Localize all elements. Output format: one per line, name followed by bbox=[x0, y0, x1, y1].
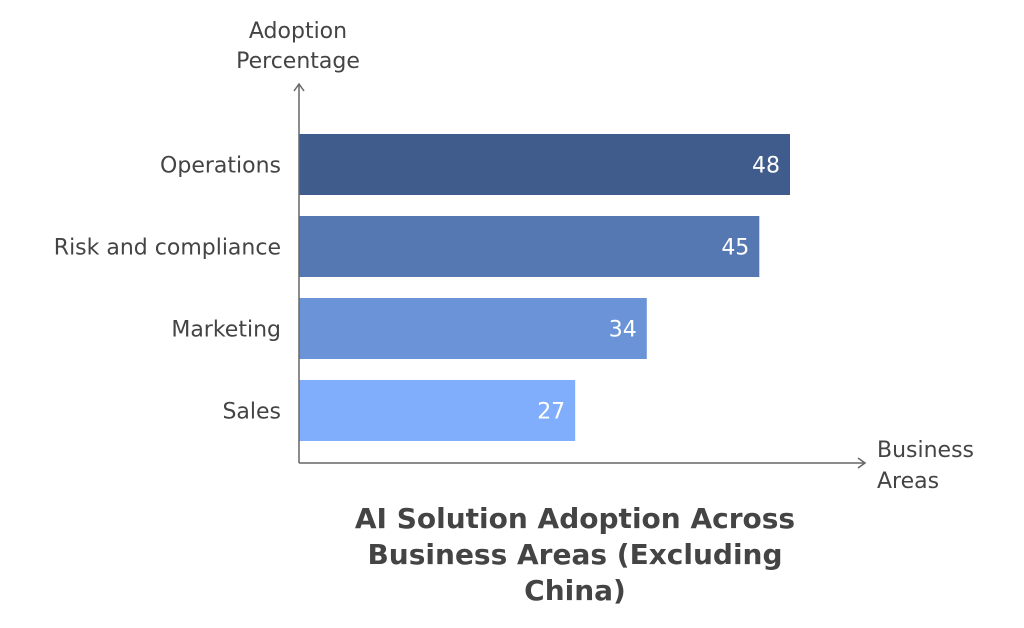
bar-marketing bbox=[299, 298, 647, 359]
x-axis-arrow-icon bbox=[857, 457, 867, 469]
x-axis-title-line-2: Areas bbox=[877, 469, 939, 494]
chart-title-line-2: Business Areas (Excluding bbox=[367, 538, 782, 571]
category-label: Operations bbox=[160, 154, 281, 179]
category-label: Marketing bbox=[171, 318, 281, 343]
chart-title-line-3: China) bbox=[524, 574, 626, 607]
bar-sales bbox=[299, 380, 576, 441]
data-label: 48 bbox=[752, 154, 780, 179]
bar-risk-and-compliance bbox=[299, 216, 760, 277]
category-label: Risk and compliance bbox=[54, 236, 281, 261]
category-label: Sales bbox=[222, 400, 281, 425]
chart-title-line-1: AI Solution Adoption Across bbox=[355, 502, 795, 535]
bars: 48 Operations 45 Risk and compliance 34 Marke… bbox=[54, 134, 790, 441]
y-axis-title-line-2: Percentage bbox=[236, 49, 360, 74]
x-axis-title: Business Areas bbox=[877, 438, 974, 494]
data-label: 27 bbox=[537, 400, 565, 425]
bar-operations bbox=[299, 134, 790, 195]
data-label: 45 bbox=[721, 236, 749, 261]
x-axis-title-line-1: Business bbox=[877, 438, 974, 463]
data-label: 34 bbox=[609, 318, 637, 343]
y-axis-title: Adoption Percentage bbox=[236, 19, 360, 74]
y-axis-arrow-icon bbox=[293, 82, 305, 92]
y-axis-title-line-1: Adoption bbox=[249, 19, 347, 44]
chart-title: AI Solution Adoption Across Business Are… bbox=[355, 502, 795, 607]
